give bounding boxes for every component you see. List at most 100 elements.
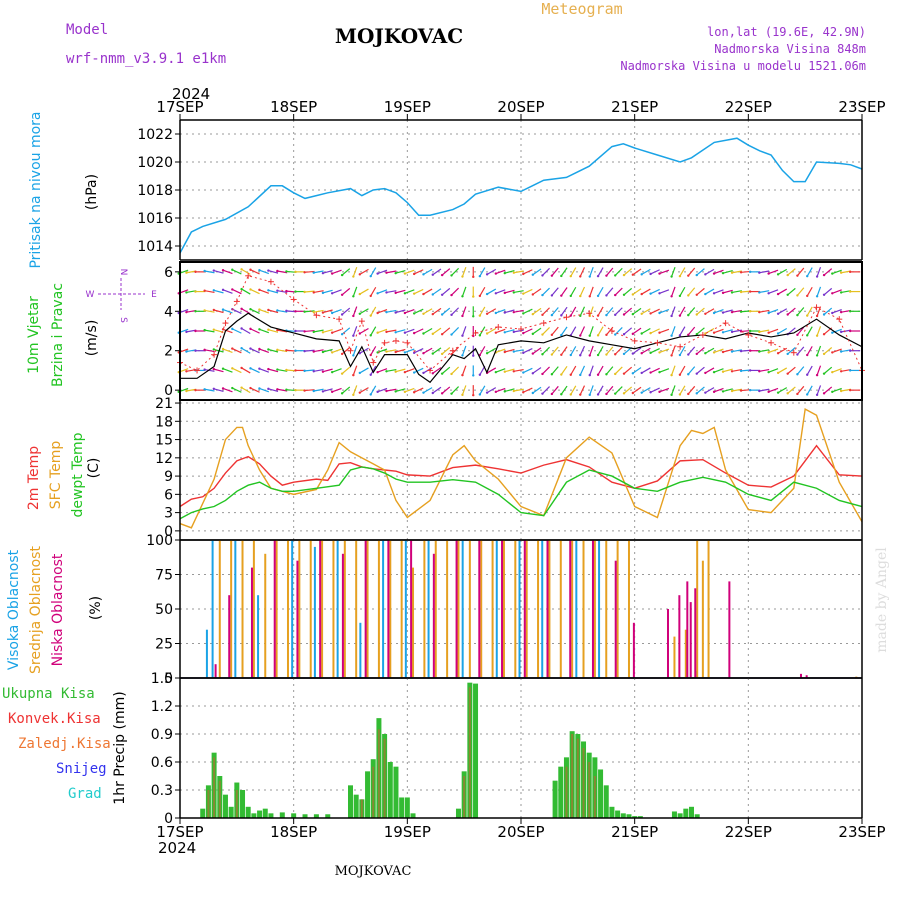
wind-barb-head xyxy=(340,392,344,395)
wind-barb-head xyxy=(550,392,554,396)
wind-barb-head xyxy=(194,310,197,313)
wind-barb xyxy=(806,286,813,297)
cloud-bar xyxy=(728,581,731,678)
wind-barb-head xyxy=(450,313,453,317)
y-tick-label: 21 xyxy=(155,396,173,412)
y-tick-label: 50 xyxy=(155,602,173,618)
ylabel-cloud-high: Visoka Oblacnost xyxy=(6,549,22,670)
wind-barb-head xyxy=(294,349,297,352)
wind-barb-head xyxy=(461,354,464,357)
wind-barb-head xyxy=(796,333,799,337)
wind-barb-head xyxy=(340,293,344,296)
wind-barb-head xyxy=(786,392,789,395)
wind-barb xyxy=(359,268,369,275)
cloud-bar xyxy=(355,540,358,678)
wind-barb-head xyxy=(431,372,434,375)
wind-barb-head xyxy=(796,294,799,297)
wind-barb xyxy=(787,287,796,296)
cloud-bar xyxy=(468,540,471,678)
wind-barb xyxy=(796,326,805,336)
wind-barb-head xyxy=(550,353,554,356)
wind-barb xyxy=(423,268,433,275)
wind-barb-head xyxy=(267,289,270,292)
wind-barb-head xyxy=(185,271,188,274)
wind-barb-head xyxy=(422,292,425,296)
wind-barb-head xyxy=(767,370,770,374)
wind-barb-head xyxy=(695,313,698,316)
wind-barb xyxy=(671,365,676,376)
wind-barb xyxy=(386,368,397,372)
cloud-bar xyxy=(548,540,551,678)
model-label: Model xyxy=(66,22,108,38)
precip-bar-total xyxy=(558,766,564,818)
wind-barb-head xyxy=(605,333,608,337)
wind-barb xyxy=(341,307,351,315)
cloud-bar xyxy=(434,540,437,678)
wind-barb xyxy=(304,310,315,313)
wind-barb xyxy=(486,288,497,295)
wind-barb xyxy=(687,346,696,355)
wind-barb xyxy=(614,346,623,355)
wind-barb xyxy=(641,268,651,275)
wind-barb xyxy=(432,268,442,276)
wind-barb-head xyxy=(541,274,544,277)
wind-barb xyxy=(359,367,369,374)
cloud-bar xyxy=(257,595,260,678)
wind-barb-head xyxy=(786,293,789,296)
wind-barb xyxy=(504,269,515,274)
wind-barb-head xyxy=(831,370,834,374)
wind-barb-head xyxy=(522,292,525,295)
wind-barb-head xyxy=(412,272,416,276)
wind-barb xyxy=(532,367,542,374)
wind-barb-head xyxy=(560,373,563,376)
wind-barb-head xyxy=(461,393,464,397)
wind-barb-head xyxy=(258,328,261,331)
wind-barb xyxy=(632,386,642,394)
legend-1: Konvek.Kisa xyxy=(8,711,101,727)
wind-barb xyxy=(796,307,805,316)
wind-barb-head xyxy=(394,331,397,334)
wind-barb xyxy=(523,308,533,314)
wind-barb-head xyxy=(631,273,635,276)
wind-barb xyxy=(277,388,288,392)
wind-barb xyxy=(523,269,533,275)
wind-barb xyxy=(570,385,577,395)
wind-barb xyxy=(787,327,796,335)
wind-barb-head xyxy=(231,347,234,350)
wind-barb xyxy=(713,368,724,373)
wind-barb xyxy=(551,346,559,355)
wind-barb-head xyxy=(596,294,600,298)
wind-barb xyxy=(759,368,770,372)
wind-barb xyxy=(659,269,670,275)
wind-barb-head xyxy=(687,313,690,317)
y-tick-label: 1.5 xyxy=(151,671,173,687)
wind-barb-head xyxy=(478,274,482,278)
cloud-bar xyxy=(432,553,435,678)
wind-barb xyxy=(614,287,623,296)
cloud-bar xyxy=(275,540,278,678)
wind-barb xyxy=(461,385,467,396)
wind-barb-head xyxy=(369,314,372,317)
wind-barb xyxy=(504,348,515,353)
wind-barb-head xyxy=(358,371,362,375)
cloud-bar xyxy=(480,540,483,678)
wind-barb xyxy=(386,349,397,353)
wind-barb xyxy=(777,288,788,295)
wind-barb xyxy=(632,367,642,374)
wind-barb xyxy=(687,287,696,296)
precip-bar-total xyxy=(313,814,319,818)
wind-barb-head xyxy=(312,350,315,353)
wind-barb-head xyxy=(358,292,362,296)
precip-bar-total xyxy=(353,794,359,818)
wind-barb-head xyxy=(776,352,780,355)
wind-barb-head xyxy=(649,371,652,374)
wind-barb-head xyxy=(815,275,819,278)
wind-barb xyxy=(679,346,686,356)
wind-barb xyxy=(313,270,324,274)
panel-wind: 0 2 4 6 10m Vjetar Brzina i Pravac (m/s) N W E S xyxy=(26,261,865,401)
ylabel-temp-sfc: SFC Temp xyxy=(48,441,64,510)
compass-east: E xyxy=(151,290,157,300)
x-tick-label-top: 23SEP xyxy=(838,98,885,116)
wind-barb-head xyxy=(748,270,752,274)
wind-barb xyxy=(523,367,533,374)
